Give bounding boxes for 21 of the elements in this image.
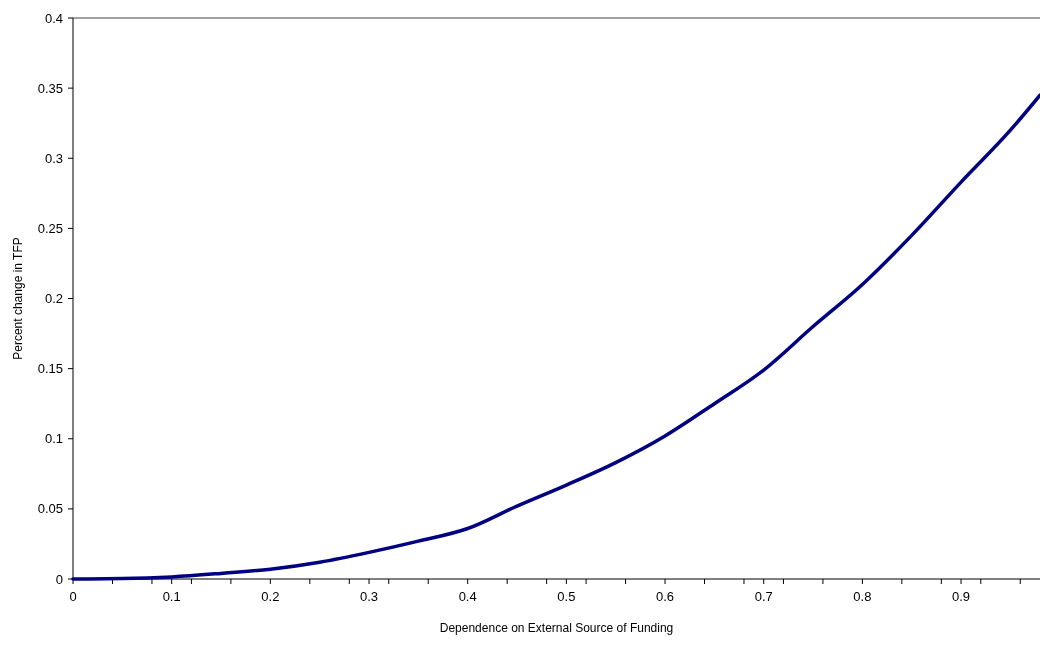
y-axis-title: Percent change in TFP (11, 237, 25, 360)
x-tick-label: 0.5 (557, 589, 576, 604)
x-tick-label: 0.4 (458, 589, 477, 604)
y-tick-label: 0 (55, 571, 63, 587)
y-tick-label: 0.05 (37, 501, 63, 517)
x-tick-label: 0 (69, 589, 77, 604)
x-tick-label: 0.1 (162, 589, 181, 604)
x-axis-title: Dependence on External Source of Funding (439, 621, 674, 635)
y-tick-label: 0.35 (37, 80, 63, 96)
y-tick-label: 0.1 (44, 431, 63, 447)
y-tick-label: 0.15 (37, 361, 63, 377)
x-tick-label: 0.2 (261, 589, 280, 604)
x-tick-label: 0.6 (656, 589, 675, 604)
y-tick-label: 0.25 (37, 220, 63, 236)
y-tick-label: 0.4 (44, 10, 63, 26)
x-tick-label: 0.3 (359, 589, 379, 604)
y-tick-label: 0.2 (44, 291, 63, 307)
y-tick-label: 0.3 (44, 150, 63, 166)
x-tick-label: 0.9 (952, 589, 971, 604)
x-tick-label: 0.7 (754, 589, 773, 604)
x-tick-label: 0.8 (853, 589, 872, 604)
